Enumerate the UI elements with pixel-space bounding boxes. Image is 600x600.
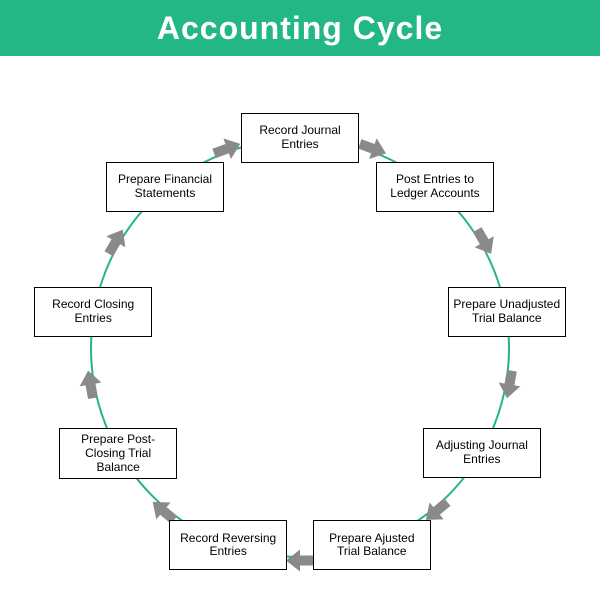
cycle-step-label: Adjusting Journal Entries [426, 439, 538, 467]
cycle-step-label: Prepare Ajusted Trial Balance [316, 532, 428, 560]
cycle-diagram: Record Journal Entries Post Entries to Le… [0, 56, 600, 600]
cycle-step-label: Record Closing Entries [37, 298, 149, 326]
cycle-step: Prepare Financial Statements [106, 162, 224, 212]
cycle-arrow-icon [491, 368, 522, 400]
cycle-step: Post Entries to Ledger Accounts [376, 162, 494, 212]
cycle-arrow-icon [77, 368, 108, 400]
cycle-step: Adjusting Journal Entries [423, 428, 541, 478]
cycle-step-label: Post Entries to Ledger Accounts [379, 173, 491, 201]
cycle-step-label: Record Journal Entries [244, 124, 356, 152]
cycle-step: Record Reversing Entries [169, 520, 287, 570]
cycle-step-label: Prepare Unadjusted Trial Balance [451, 298, 563, 326]
cycle-step: Record Closing Entries [34, 287, 152, 337]
cycle-step-label: Prepare Financial Statements [109, 173, 221, 201]
page-title: Accounting Cycle [157, 10, 443, 46]
page-title-banner: Accounting Cycle [0, 0, 600, 56]
cycle-step: Prepare Post-Closing Trial Balance [59, 428, 177, 479]
cycle-step: Prepare Ajusted Trial Balance [313, 520, 431, 570]
cycle-step-label: Prepare Post-Closing Trial Balance [62, 433, 174, 474]
cycle-step: Prepare Unadjusted Trial Balance [448, 287, 566, 337]
cycle-arrow-icon [286, 545, 314, 572]
cycle-step-label: Record Reversing Entries [172, 532, 284, 560]
cycle-step: Record Journal Entries [241, 113, 359, 163]
